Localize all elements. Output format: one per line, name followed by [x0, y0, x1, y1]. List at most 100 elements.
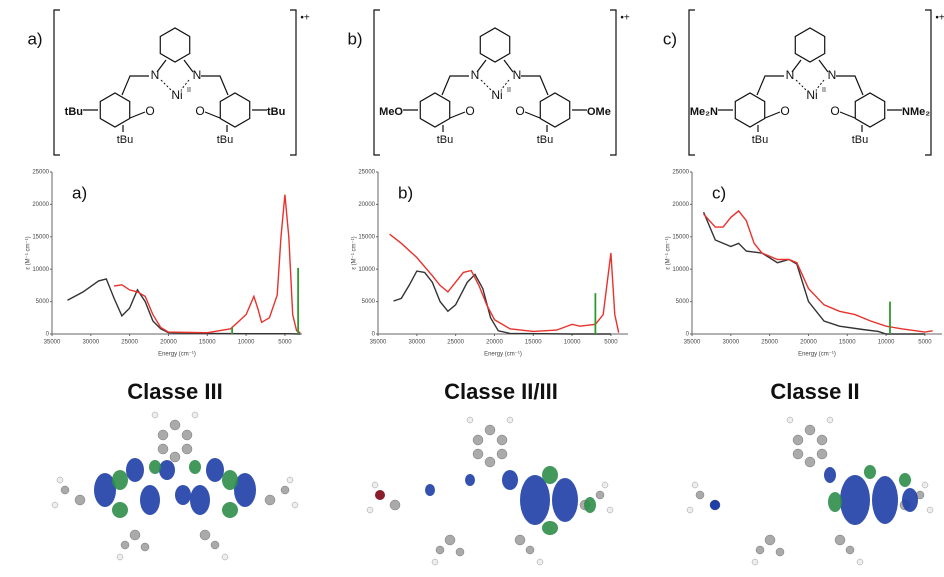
- y-tick-label: 25000: [32, 170, 49, 176]
- x-tick-label: 20000: [800, 340, 817, 346]
- bond: [121, 75, 229, 96]
- bond: [99, 92, 131, 128]
- bond: [122, 125, 228, 132]
- y-tick-label: 20000: [32, 202, 49, 208]
- y-tick-label: 20000: [672, 202, 689, 208]
- x-tick-label: 35000: [684, 340, 701, 346]
- y-tick-label: 25000: [672, 170, 689, 176]
- y-axis-label: ε (M⁻¹ cm⁻¹): [666, 236, 672, 269]
- bond: [419, 92, 451, 128]
- y-tick-label: 15000: [358, 234, 375, 240]
- y-tick-label: 15000: [32, 234, 49, 240]
- bond: [442, 125, 548, 132]
- structure-text: O: [780, 104, 789, 118]
- bond: [159, 27, 191, 63]
- y-tick-label: 10000: [358, 267, 375, 273]
- x-tick-label: 10000: [564, 340, 581, 346]
- panel-label: c): [712, 183, 726, 202]
- class-label: Classe II/III: [444, 379, 558, 404]
- structure-text: tBu: [437, 134, 454, 146]
- y-tick-label: 10000: [32, 267, 49, 273]
- x-tick-label: 5000: [278, 340, 292, 346]
- x-tick-label: 10000: [238, 340, 255, 346]
- structure-text: O: [830, 104, 839, 118]
- x-tick-label: 15000: [525, 340, 542, 346]
- y-tick-label: 10000: [672, 267, 689, 273]
- bond: [129, 111, 221, 119]
- spectrum-line: [702, 211, 925, 335]
- x-tick-label: 20000: [486, 340, 503, 346]
- spectrum-line: [393, 270, 611, 335]
- structure: c) •+ N N Ni II O O Me₂N NMe₂ tBu tBu: [663, 9, 944, 156]
- structure-text: tBu: [852, 134, 869, 146]
- bond: [156, 59, 194, 73]
- panel-label: a): [72, 183, 87, 202]
- bond: [734, 92, 766, 128]
- y-tick-label: 20000: [358, 202, 375, 208]
- spectrum-line: [703, 209, 933, 333]
- bond: [539, 92, 571, 128]
- y-axis-label: ε (M⁻¹ cm⁻¹): [352, 236, 358, 269]
- x-tick-label: 25000: [121, 340, 138, 346]
- x-tick-label: 10000: [878, 340, 895, 346]
- structure-text: Ni: [491, 88, 502, 102]
- structure-text: tBu: [537, 134, 554, 146]
- structure-text: NMe₂: [902, 106, 930, 118]
- orbital-a: [51, 411, 299, 561]
- structure-text: II: [187, 87, 191, 94]
- bond: [449, 111, 541, 119]
- structure-text: II: [507, 87, 511, 94]
- bond: [476, 59, 514, 73]
- structure-text: O: [465, 104, 474, 118]
- structure-text: O: [195, 104, 204, 118]
- bond: [441, 75, 549, 96]
- structure-text: II: [822, 87, 826, 94]
- spectrum-line: [389, 233, 620, 333]
- class-label: Classe II: [770, 379, 859, 404]
- y-tick-label: 15000: [672, 234, 689, 240]
- structure-text: •+: [300, 13, 310, 24]
- y-tick-label: 5000: [362, 299, 376, 305]
- bond: [925, 9, 932, 156]
- x-tick-label: 20000: [160, 340, 177, 346]
- y-tick-label: 5000: [36, 299, 50, 305]
- structure-text: tBu: [65, 106, 83, 118]
- x-tick-label: 5000: [604, 340, 618, 346]
- structure: b) •+ N N Ni II O O MeO OMe tBu tBu: [347, 9, 630, 156]
- y-tick-label: 0: [686, 332, 690, 338]
- x-axis-label: Energy (cm⁻¹): [484, 352, 522, 358]
- bond: [373, 9, 380, 156]
- structure-text: O: [145, 104, 154, 118]
- x-tick-label: 15000: [839, 340, 856, 346]
- structure-text: c): [663, 29, 677, 48]
- structure-text: tBu: [217, 134, 234, 146]
- bond: [219, 92, 251, 128]
- bond: [53, 9, 60, 156]
- y-tick-label: 0: [372, 332, 376, 338]
- structure-text: •+: [935, 13, 944, 24]
- structure-text: OMe: [587, 106, 611, 118]
- y-tick-label: 0: [46, 332, 50, 338]
- x-tick-label: 30000: [82, 340, 99, 346]
- bond: [688, 9, 695, 156]
- structure-text: N: [786, 68, 795, 82]
- x-tick-label: 35000: [44, 340, 61, 346]
- structure-text: N: [193, 68, 202, 82]
- x-tick-label: 30000: [722, 340, 739, 346]
- structure-text: O: [515, 104, 524, 118]
- class-label: Classe III: [127, 379, 222, 404]
- structure-text: •+: [620, 13, 630, 24]
- structure-text: tBu: [267, 106, 285, 118]
- structure-text: tBu: [752, 134, 769, 146]
- panel-label: b): [398, 183, 413, 202]
- bond: [610, 9, 617, 156]
- orbital-c: [686, 416, 934, 566]
- y-tick-label: 25000: [358, 170, 375, 176]
- x-tick-label: 15000: [199, 340, 216, 346]
- bond: [794, 27, 826, 63]
- structure-text: N: [151, 68, 160, 82]
- x-axis-label: Energy (cm⁻¹): [158, 352, 196, 358]
- bond: [764, 111, 856, 119]
